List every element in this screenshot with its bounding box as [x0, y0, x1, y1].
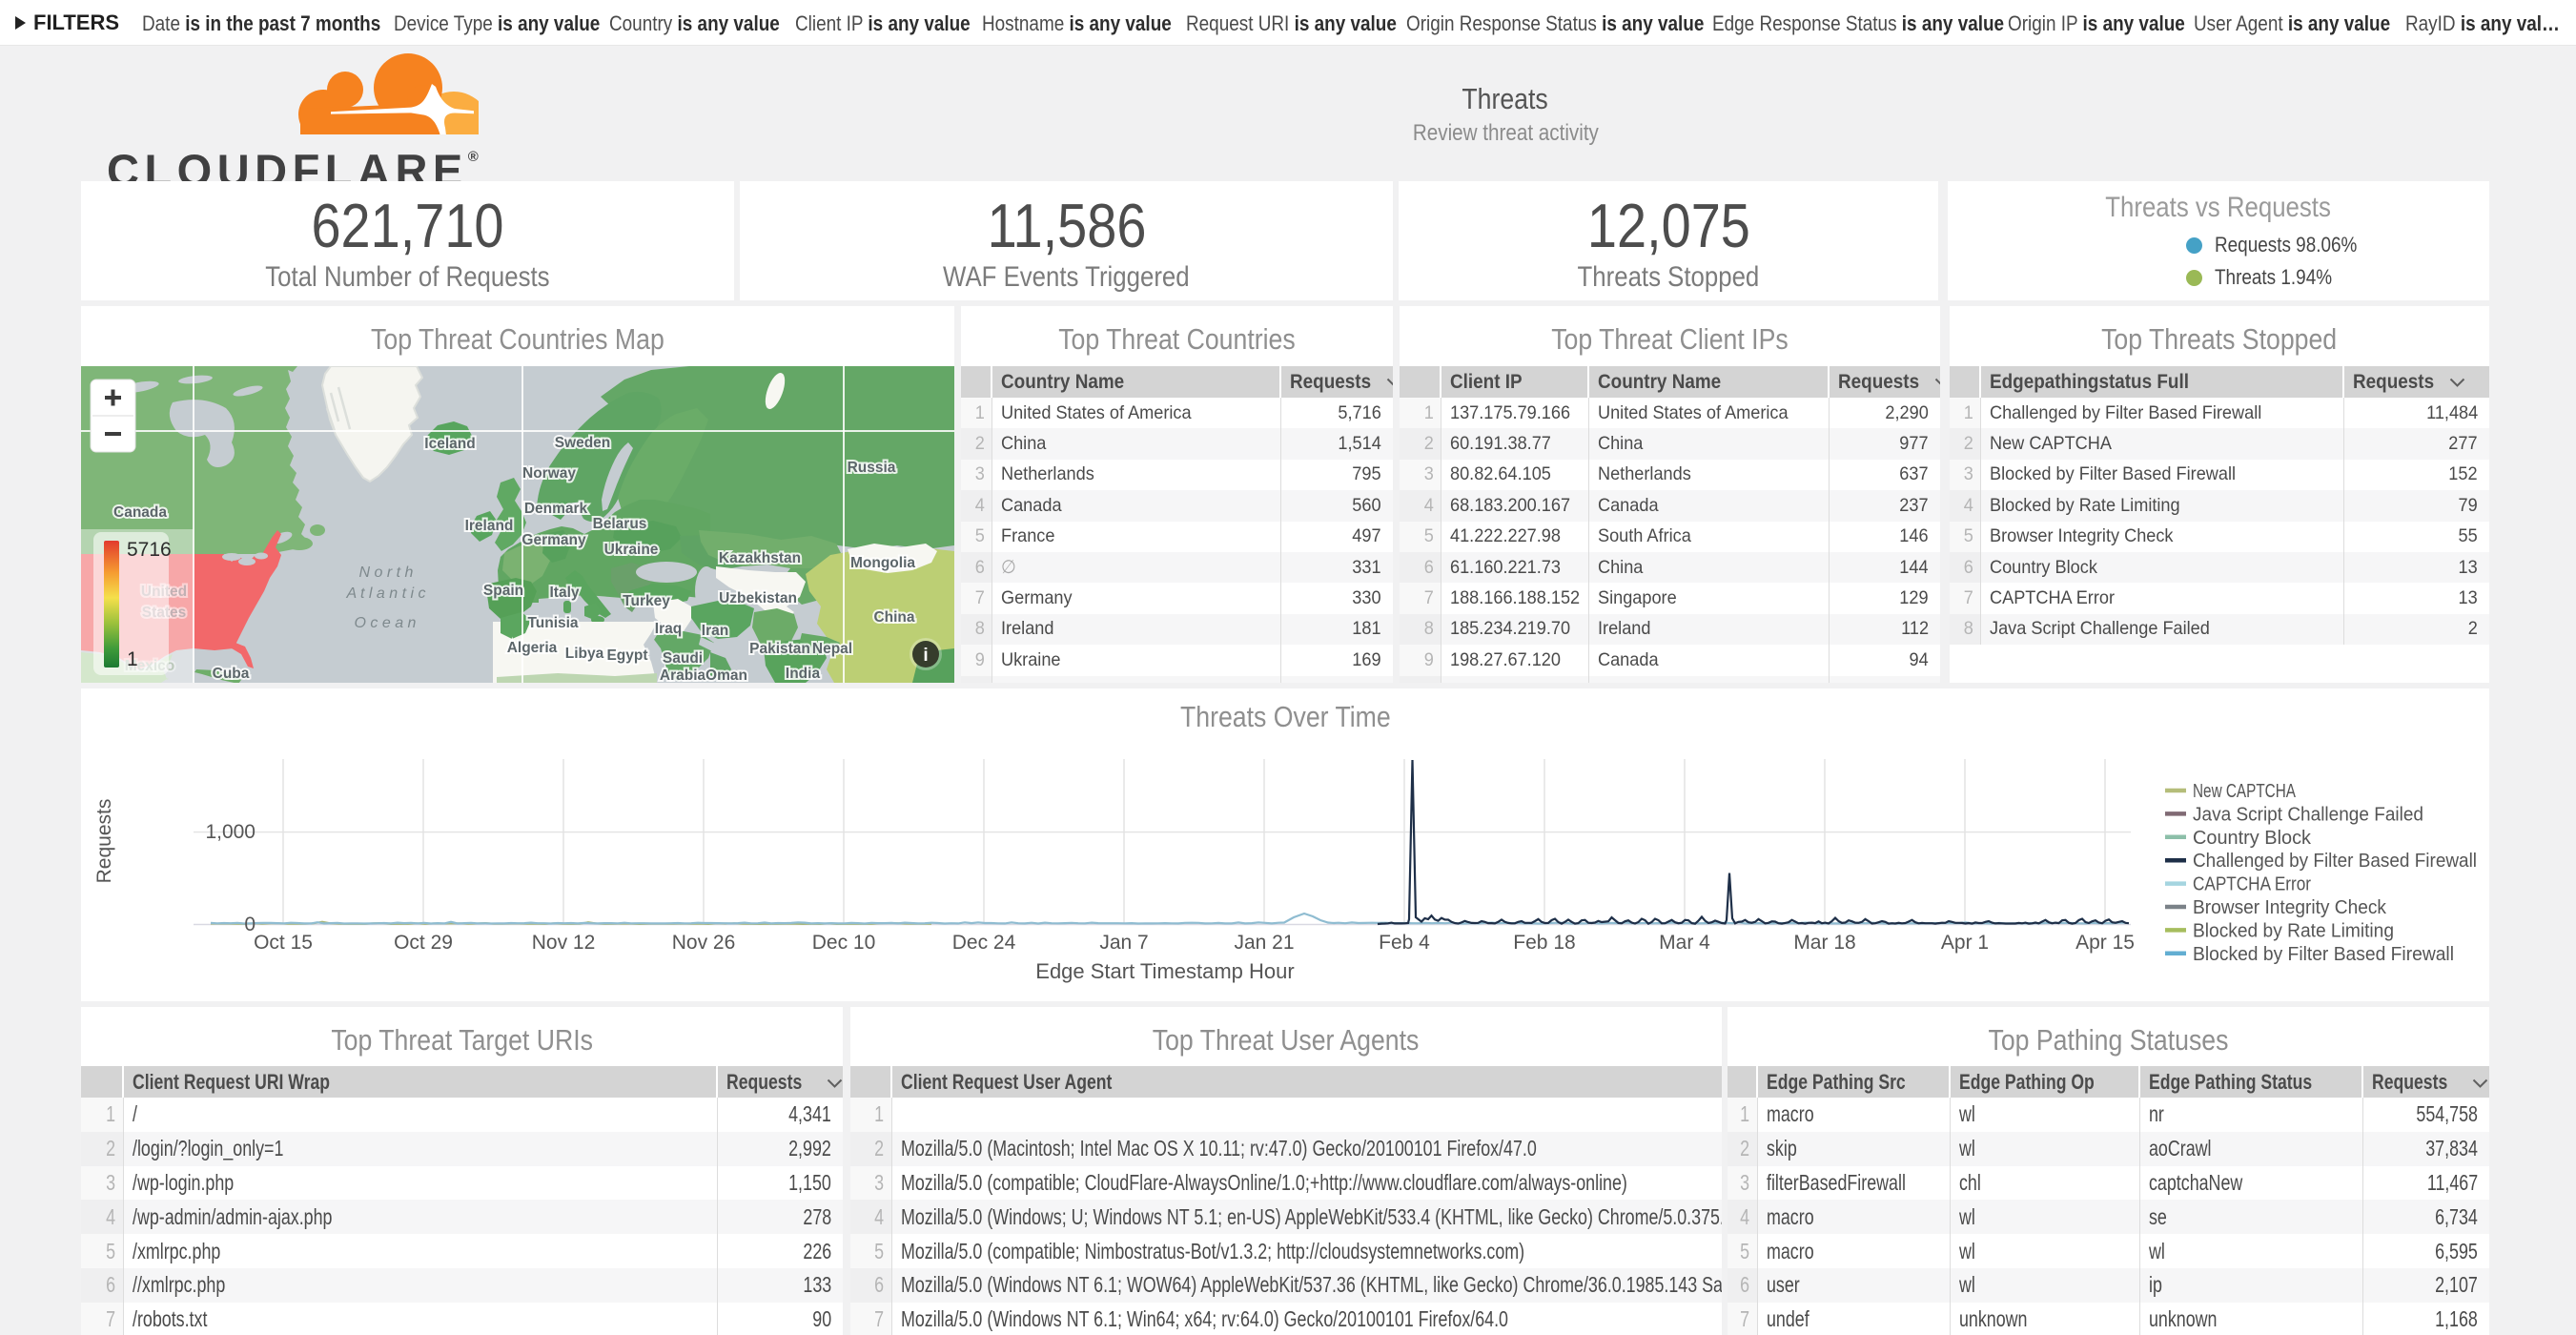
svg-text:Oct 15: Oct 15 [254, 932, 313, 954]
svg-text:Spain: Spain [483, 583, 523, 599]
svg-text:Turkey: Turkey [623, 593, 670, 609]
svg-text:1,000: 1,000 [205, 821, 256, 843]
svg-text:Nov 26: Nov 26 [672, 932, 736, 954]
svg-text:China: China [873, 609, 914, 626]
svg-text:Apr 15: Apr 15 [2075, 932, 2135, 954]
svg-text:Uzbekistan: Uzbekistan [719, 590, 797, 606]
svg-text:i: i [923, 646, 928, 666]
svg-text:Iraq: Iraq [655, 621, 682, 637]
svg-text:Kazakhstan: Kazakhstan [719, 550, 801, 566]
svg-text:Russia: Russia [848, 460, 896, 476]
svg-text:Pakistan: Pakistan [749, 641, 810, 657]
svg-text:Oman: Oman [705, 668, 747, 683]
svg-text:Dec 10: Dec 10 [812, 932, 876, 954]
svg-text:Italy: Italy [549, 585, 579, 601]
svg-text:Browser Integrity Check: Browser Integrity Check [2193, 896, 2387, 918]
svg-text:N o r t h: N o r t h [359, 565, 414, 581]
svg-text:Norway: Norway [522, 465, 576, 482]
svg-text:Apr 1: Apr 1 [1941, 932, 1989, 954]
svg-text:0: 0 [244, 914, 256, 935]
svg-text:Iran: Iran [702, 623, 728, 639]
svg-text:Jan 7: Jan 7 [1099, 932, 1148, 954]
svg-text:Cuba: Cuba [213, 666, 250, 682]
svg-text:Feb 18: Feb 18 [1513, 932, 1575, 954]
svg-text:Oct 29: Oct 29 [394, 932, 453, 954]
svg-text:Mar 4: Mar 4 [1659, 932, 1710, 954]
svg-text:Dec 24: Dec 24 [952, 932, 1016, 954]
svg-text:Mongolia: Mongolia [850, 555, 915, 571]
svg-text:Blocked by Filter Based Firewa: Blocked by Filter Based Firewall [2193, 943, 2454, 965]
svg-text:Sweden: Sweden [555, 435, 611, 451]
svg-text:Country Block: Country Block [2193, 827, 2312, 849]
svg-text:Edge Start Timestamp Hour: Edge Start Timestamp Hour [1035, 959, 1294, 983]
svg-text:Iceland: Iceland [424, 436, 475, 452]
svg-text:5716: 5716 [127, 539, 172, 561]
svg-text:New CAPTCHA: New CAPTCHA [2193, 780, 2296, 802]
svg-text:Nepal: Nepal [812, 641, 852, 657]
svg-text:Requests: Requests [93, 799, 115, 884]
svg-text:Mar 18: Mar 18 [1793, 932, 1855, 954]
svg-text:Germany: Germany [521, 532, 586, 548]
svg-text:Challenged by Filter Based Fir: Challenged by Filter Based Firewall [2193, 850, 2477, 872]
svg-text:Algeria: Algeria [507, 640, 558, 656]
svg-text:Denmark: Denmark [524, 501, 588, 517]
svg-text:Arabia: Arabia [660, 668, 706, 683]
svg-text:Blocked by Rate Limiting: Blocked by Rate Limiting [2193, 919, 2394, 941]
svg-text:Java Script Challenge Failed: Java Script Challenge Failed [2193, 803, 2423, 825]
svg-text:Feb 4: Feb 4 [1379, 932, 1430, 954]
svg-text:Saudi: Saudi [663, 650, 703, 667]
svg-text:India: India [786, 666, 821, 682]
svg-text:Tunisia: Tunisia [527, 615, 578, 631]
svg-text:Egypt: Egypt [606, 647, 647, 664]
svg-text:Ireland: Ireland [465, 518, 514, 534]
svg-text:Canada: Canada [113, 504, 167, 521]
svg-text:Jan 21: Jan 21 [1234, 932, 1294, 954]
svg-text:Nov 12: Nov 12 [532, 932, 596, 954]
svg-text:O c e a n: O c e a n [355, 615, 417, 631]
svg-text:1: 1 [127, 648, 138, 670]
svg-text:Belarus: Belarus [593, 516, 647, 532]
svg-text:CAPTCHA Error: CAPTCHA Error [2193, 873, 2311, 895]
svg-text:Ukraine: Ukraine [604, 542, 659, 558]
svg-text:Libya: Libya [565, 646, 604, 662]
svg-text:A t l a n t i c: A t l a n t i c [346, 585, 426, 602]
